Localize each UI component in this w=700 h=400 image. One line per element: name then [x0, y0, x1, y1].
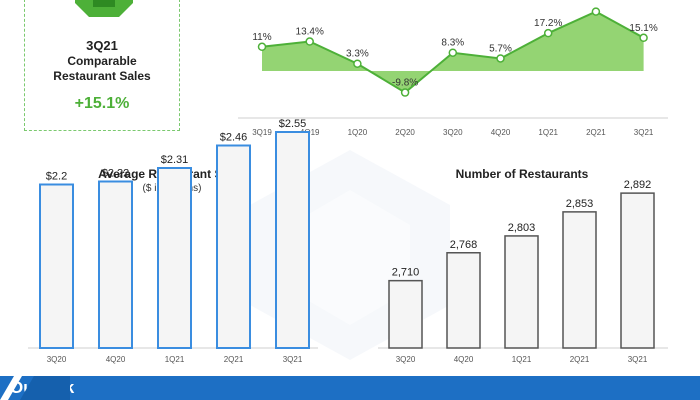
bar-chart-2-title: Number of Restaurants	[456, 167, 589, 181]
bar-chart-2-tick-label: 1Q21	[512, 355, 532, 364]
kpi-period: 3Q21	[86, 38, 118, 53]
bar-chart-1-bar	[216, 144, 251, 349]
kpi-value: +15.1%	[74, 95, 130, 112]
line-chart-data-label: -9.8%	[392, 78, 418, 89]
line-chart-point	[543, 28, 553, 38]
bar-chart-2-bar	[504, 235, 539, 349]
bar-chart-2-tick-label: 3Q21	[628, 355, 648, 364]
line-chart-point	[448, 48, 458, 57]
bar-chart-1-bar	[39, 183, 74, 349]
line-chart-data-label: 11%	[252, 32, 271, 43]
bar-chart-2-tick-label: 3Q20	[396, 355, 416, 364]
bar-chart-1-bar	[157, 167, 192, 349]
bar-chart-2-tick-label: 4Q20	[454, 355, 474, 364]
line-chart-tick-label: 3Q19	[252, 128, 272, 137]
bar-chart-2-bar	[446, 252, 481, 349]
charts-canvas: 11%3Q1913.4%4Q193.3%1Q20-9.8%2Q208.3%3Q2…	[28, 7, 668, 364]
bar-chart-1-data-label: $2.55	[279, 118, 307, 130]
line-chart-data-label: 3.3%	[346, 49, 369, 60]
bar-chart-2-data-label: 2,892	[624, 179, 652, 191]
line-chart-data-label: 17.2%	[534, 18, 562, 29]
line-chart-point	[639, 33, 648, 43]
bar-chart-2-data-label: 2,710	[392, 267, 420, 279]
bar-chart-1-data-label: $2.31	[161, 154, 189, 166]
bar-chart-2-data-label: 2,768	[450, 239, 478, 251]
bar-chart-2-bar	[562, 211, 597, 349]
bar-chart-1-tick-label: 1Q21	[165, 355, 185, 364]
line-chart-tick-label: 2Q20	[395, 128, 415, 137]
line-chart-data-label: 8.3%	[441, 38, 464, 49]
bar-chart-1-data-label: $2.46	[220, 132, 248, 144]
bar-chart-1-bar	[275, 131, 310, 349]
line-chart-tick-label: 1Q20	[348, 128, 368, 137]
kpi-label-line1: Comparable	[67, 54, 137, 68]
line-chart-point	[496, 54, 505, 63]
outlook-section-bar: Outlook	[0, 376, 700, 400]
bar-chart-1-tick-label: 3Q21	[283, 355, 303, 364]
line-chart-tick-label: 2Q21	[586, 128, 606, 137]
line-chart-tick-label: 3Q20	[443, 128, 463, 137]
kpi-label: Comparable Restaurant Sales	[25, 54, 179, 84]
bar-chart-2-data-label: 2,853	[566, 198, 594, 210]
bar-chart-2-data-label: 2,803	[508, 222, 536, 234]
bar-chart-1-tick-label: 2Q21	[224, 355, 244, 364]
line-chart-point	[400, 88, 410, 97]
bar-chart-1-data-label: $2.2	[46, 171, 67, 183]
line-chart-point	[591, 7, 601, 16]
bar-chart-2-tick-label: 2Q21	[570, 355, 590, 364]
line-chart-data-label: 13.4%	[296, 27, 324, 38]
bar-chart-2-bar	[620, 192, 655, 349]
line-chart-point	[305, 37, 314, 46]
outlook-stripe-decoration	[0, 376, 70, 400]
line-chart-point	[257, 42, 267, 52]
kpi-card: 3Q21 Comparable Restaurant Sales +15.1%	[24, 0, 180, 131]
store-icon	[75, 0, 133, 17]
line-chart-tick-label: 1Q21	[538, 128, 558, 137]
line-chart-tick-label: 4Q20	[491, 128, 511, 137]
line-chart-point	[353, 59, 362, 68]
bar-chart-1-tick-label: 4Q20	[106, 355, 126, 364]
line-chart-data-label: 15.1%	[629, 23, 657, 34]
kpi-label-line2: Restaurant Sales	[53, 69, 151, 83]
line-chart-tick-label: 3Q21	[634, 128, 654, 137]
bar-chart-1-bar	[98, 180, 133, 349]
line-chart-data-label: 5.7%	[489, 43, 512, 54]
bar-chart-2-bar	[388, 279, 423, 349]
line-chart-area	[262, 11, 644, 93]
bar-chart-1-tick-label: 3Q20	[47, 355, 67, 364]
bar-chart-1-data-label: $2.22	[102, 168, 130, 180]
